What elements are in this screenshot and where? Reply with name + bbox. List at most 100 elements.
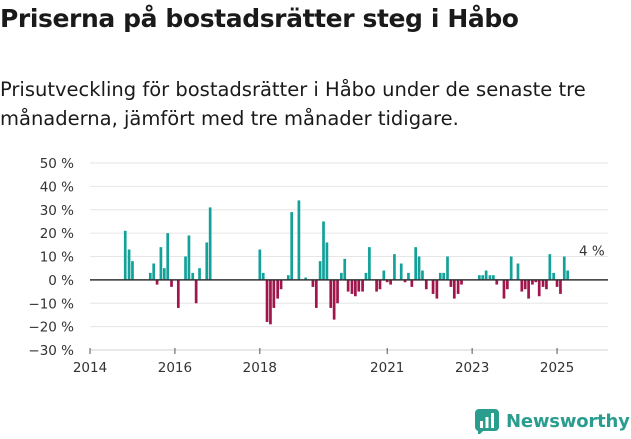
bar	[492, 275, 495, 280]
bar	[155, 279, 159, 285]
bar	[258, 249, 262, 280]
bar	[456, 279, 460, 294]
bar	[279, 279, 283, 290]
bar	[208, 207, 212, 280]
bar	[276, 279, 280, 299]
bar	[534, 279, 538, 283]
bar	[431, 279, 435, 294]
bar	[531, 279, 534, 285]
bar	[541, 279, 545, 287]
bar	[187, 235, 191, 280]
bar	[393, 254, 396, 280]
bar	[523, 279, 527, 290]
bar-chart: −30 % −20 % −10 % 0 % 10 % 20 % 30 % 40 % 50 % 2…	[28, 156, 608, 376]
bar	[357, 279, 361, 292]
bar	[364, 272, 368, 280]
x-tick-label: 2023	[455, 360, 489, 376]
newsworthy-logo-text: Newsworthy	[506, 410, 630, 432]
y-tick-label: 50 %	[40, 156, 74, 172]
bar	[399, 263, 403, 280]
bar	[286, 275, 290, 280]
bar	[495, 279, 499, 285]
y-tick-label: 40 %	[40, 179, 74, 195]
bar	[548, 254, 552, 280]
bar	[460, 279, 463, 285]
bar	[314, 279, 318, 308]
newsworthy-logo-icon	[475, 409, 499, 434]
bar	[438, 272, 442, 280]
y-tick-label: 10 %	[40, 250, 74, 266]
bar	[152, 263, 156, 280]
bar	[410, 279, 414, 287]
x-tick-label: 2018	[243, 360, 277, 376]
x-tick-label: 2021	[370, 360, 404, 376]
bar	[502, 279, 506, 299]
bar	[311, 279, 315, 287]
bar	[446, 256, 449, 280]
bar	[354, 279, 357, 297]
bar	[325, 242, 329, 280]
bar	[421, 270, 424, 280]
newsworthy-logo: Newsworthy	[474, 406, 630, 436]
bar	[265, 279, 269, 322]
bar	[290, 212, 294, 280]
bar	[516, 263, 520, 280]
bar	[378, 279, 382, 290]
bar	[484, 270, 488, 280]
y-axis: −30 % −20 % −10 % 0 % 10 % 20 % 30 % 40 % 50 %	[28, 156, 74, 359]
bar	[170, 279, 173, 287]
bars	[123, 200, 570, 325]
bar	[545, 279, 548, 290]
bar	[131, 261, 134, 280]
bar	[566, 270, 570, 280]
x-tick-label: 2025	[540, 360, 574, 376]
bar	[417, 256, 421, 280]
bar	[329, 279, 333, 308]
bar	[127, 249, 131, 280]
bar	[506, 279, 509, 290]
bar	[509, 256, 513, 280]
bar	[389, 279, 392, 285]
bar	[148, 272, 152, 280]
y-tick-label: 30 %	[40, 203, 74, 219]
bar	[272, 279, 276, 308]
bar	[424, 279, 428, 290]
bar	[407, 272, 410, 280]
bar	[205, 242, 209, 280]
bar	[332, 279, 336, 320]
bar	[184, 256, 187, 280]
bar	[375, 279, 378, 292]
y-tick-label: −20 %	[28, 320, 74, 336]
bar	[269, 279, 272, 325]
bar	[559, 279, 562, 294]
y-tick-label: 20 %	[40, 226, 74, 242]
chart-title: Priserna på bostadsrätter steg i Håbo	[0, 4, 519, 33]
bar	[297, 200, 301, 280]
bar	[159, 247, 163, 280]
bar	[361, 279, 364, 292]
bar	[481, 275, 485, 280]
bar	[350, 279, 354, 294]
bar	[478, 275, 481, 280]
bar	[527, 279, 530, 299]
bar	[488, 275, 492, 280]
y-tick-label: −10 %	[28, 296, 74, 312]
bar	[318, 261, 322, 280]
bar	[123, 230, 127, 280]
bar	[414, 247, 418, 280]
bar	[162, 268, 166, 280]
x-tick-label: 2016	[158, 360, 192, 376]
bar	[385, 279, 389, 283]
bar	[449, 279, 453, 287]
bar	[304, 277, 308, 280]
bar	[435, 279, 439, 299]
bar	[382, 270, 386, 280]
bar	[537, 279, 541, 297]
bar	[261, 272, 265, 280]
x-axis: 2014 2016 2018 2021 2023 2025	[73, 348, 608, 376]
bar	[340, 272, 343, 280]
value-annotation: 4 %	[579, 244, 605, 260]
bar	[346, 279, 350, 292]
bar	[343, 258, 347, 280]
bar	[322, 221, 325, 280]
